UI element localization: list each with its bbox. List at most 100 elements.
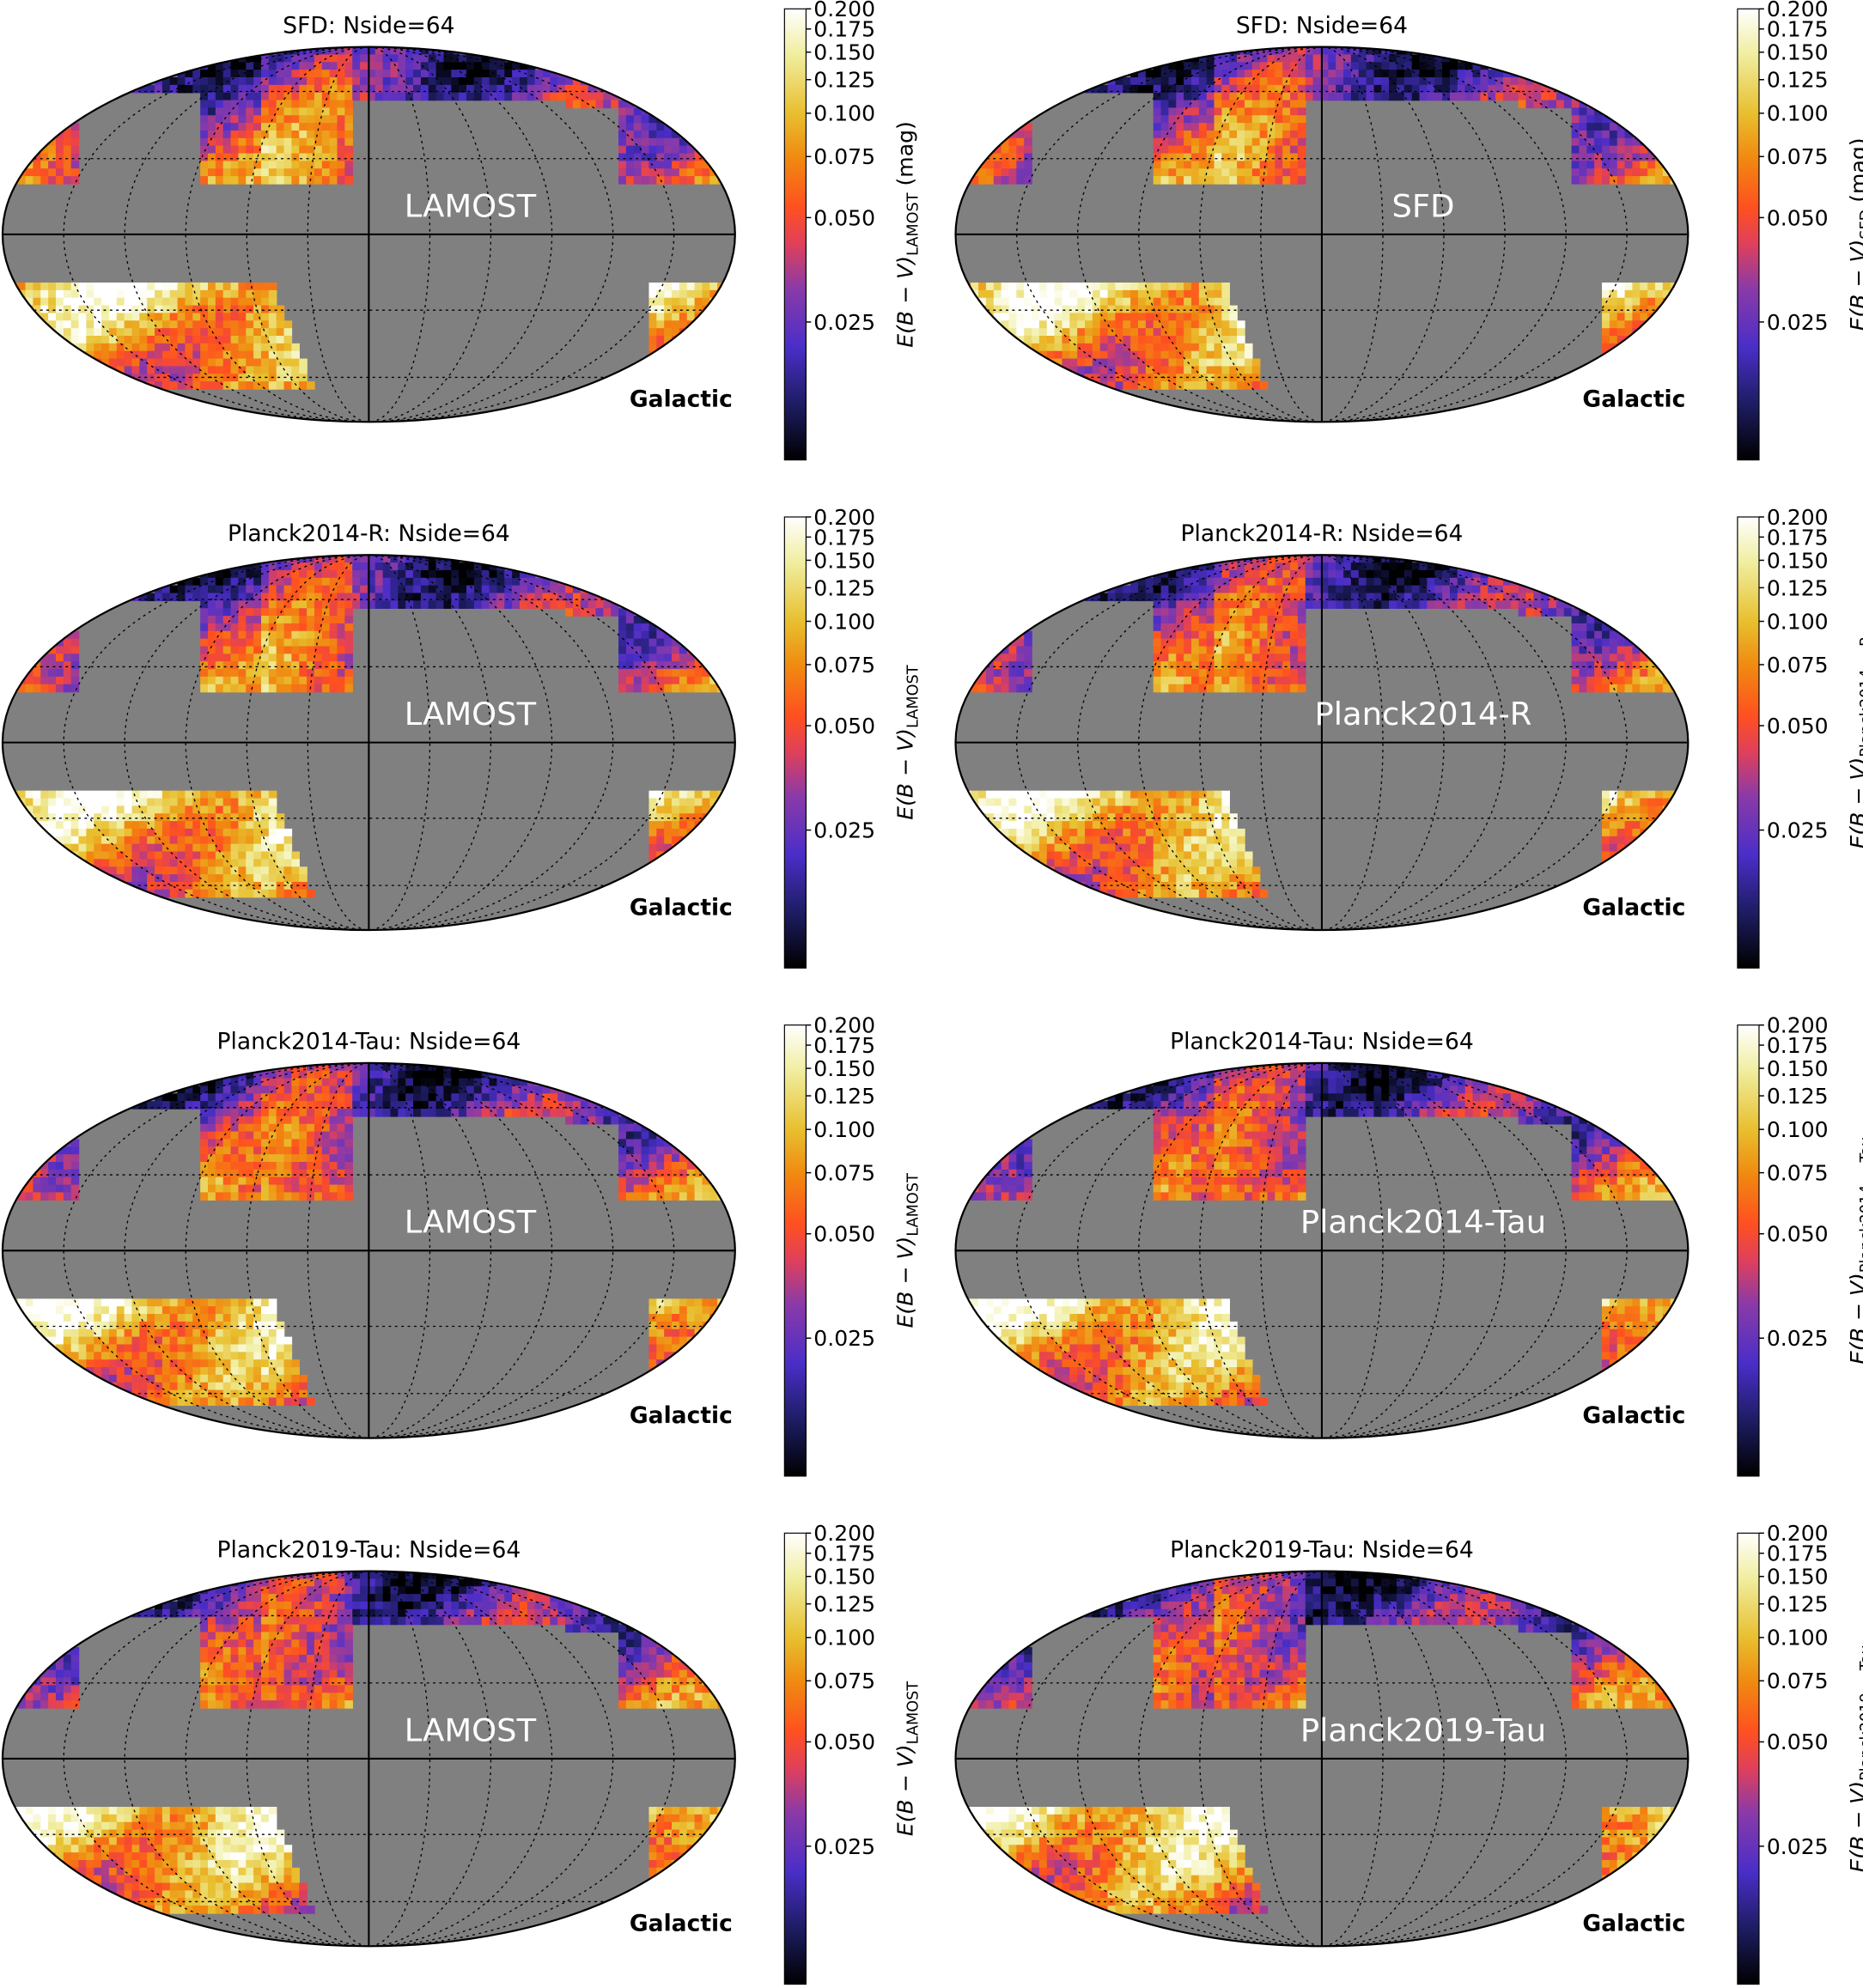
pixel (1229, 161, 1238, 169)
pixel (215, 654, 224, 662)
pixel (1244, 107, 1253, 117)
pixel (1518, 77, 1527, 86)
pixel (238, 283, 247, 291)
pixel (382, 585, 392, 594)
pixel (1237, 684, 1245, 693)
colorbar: 0.2000.1750.1500.1250.1000.0750.0500.025… (1737, 505, 1863, 969)
pixel (147, 283, 155, 291)
pixel (1624, 313, 1634, 322)
pixel (124, 790, 133, 799)
pixel (1008, 806, 1018, 814)
pixel (1016, 669, 1025, 678)
pixel (1077, 866, 1086, 875)
pixel (1160, 328, 1170, 337)
pixel (611, 608, 619, 617)
pixel (405, 1070, 414, 1079)
pixel (1001, 176, 1010, 185)
pixel (329, 623, 338, 632)
pixel (496, 84, 506, 94)
pixel (268, 176, 277, 185)
pixel (192, 366, 201, 374)
pixel (200, 600, 209, 609)
pixel (1085, 366, 1093, 374)
pixel (1373, 593, 1383, 602)
pixel (246, 305, 254, 314)
pixel (260, 100, 270, 109)
pixel (1130, 859, 1139, 867)
pixel (337, 676, 346, 685)
pixel (1069, 813, 1078, 822)
pixel (246, 569, 254, 579)
meridian (1138, 555, 1322, 930)
pixel (1442, 593, 1451, 602)
pixel (1449, 577, 1458, 587)
pixel (1184, 305, 1192, 314)
pixel (1032, 798, 1040, 807)
pixel (1092, 593, 1101, 602)
pixel (314, 161, 323, 169)
pixel (260, 889, 270, 898)
pixel (1160, 654, 1170, 662)
colorbar-tick-label: 0.100 (813, 101, 875, 126)
pixel (405, 600, 414, 609)
pixel (1206, 70, 1215, 78)
pixel (185, 866, 194, 875)
pixel (1251, 145, 1261, 155)
pixel (1190, 130, 1200, 139)
pixel (1190, 70, 1200, 78)
pixel (1328, 84, 1336, 94)
pixel (1312, 577, 1322, 587)
pixel (33, 176, 41, 185)
pixel (1092, 851, 1101, 860)
pixel (291, 84, 300, 94)
pixel (260, 562, 270, 571)
pixel (260, 366, 270, 374)
pixel (1138, 84, 1147, 94)
pixel (101, 283, 110, 291)
pixel (1381, 92, 1390, 101)
pixel (352, 54, 361, 64)
pixel (1153, 343, 1162, 352)
pixel (1244, 623, 1253, 632)
pixel (1336, 62, 1344, 70)
pixel (1206, 562, 1215, 571)
pixel (344, 153, 353, 162)
pixel (321, 669, 331, 678)
pixel (329, 161, 338, 169)
pixel (1518, 593, 1527, 602)
pixel (1251, 866, 1261, 875)
pixel (1586, 684, 1595, 693)
pixel (177, 874, 186, 883)
pixel (1160, 137, 1170, 147)
pixel (702, 669, 711, 678)
pixel (246, 70, 254, 78)
pixel (55, 328, 64, 337)
pixel (1184, 608, 1192, 617)
pixel (1190, 859, 1200, 867)
pixel (1571, 630, 1580, 640)
pixel (435, 70, 445, 78)
pixel (1160, 320, 1170, 329)
pixel (260, 289, 270, 299)
pixel (1221, 328, 1230, 337)
pixel (1464, 569, 1474, 579)
pixel (1176, 790, 1184, 799)
pixel (1502, 600, 1512, 609)
pixel (1085, 874, 1093, 883)
pixel (1221, 176, 1230, 185)
pixel (1221, 790, 1230, 799)
pixel (253, 616, 262, 624)
pixel (215, 790, 224, 799)
pixel (161, 313, 171, 322)
pixel (1190, 62, 1200, 70)
pixel (1016, 836, 1025, 845)
pixel (672, 654, 680, 662)
pixel (1244, 343, 1253, 352)
pixel (33, 669, 41, 678)
pixel (314, 593, 323, 602)
pixel (131, 813, 141, 822)
pixel (993, 289, 1002, 299)
pixel (215, 100, 224, 109)
pixel (1221, 806, 1230, 814)
pixel (63, 168, 72, 177)
